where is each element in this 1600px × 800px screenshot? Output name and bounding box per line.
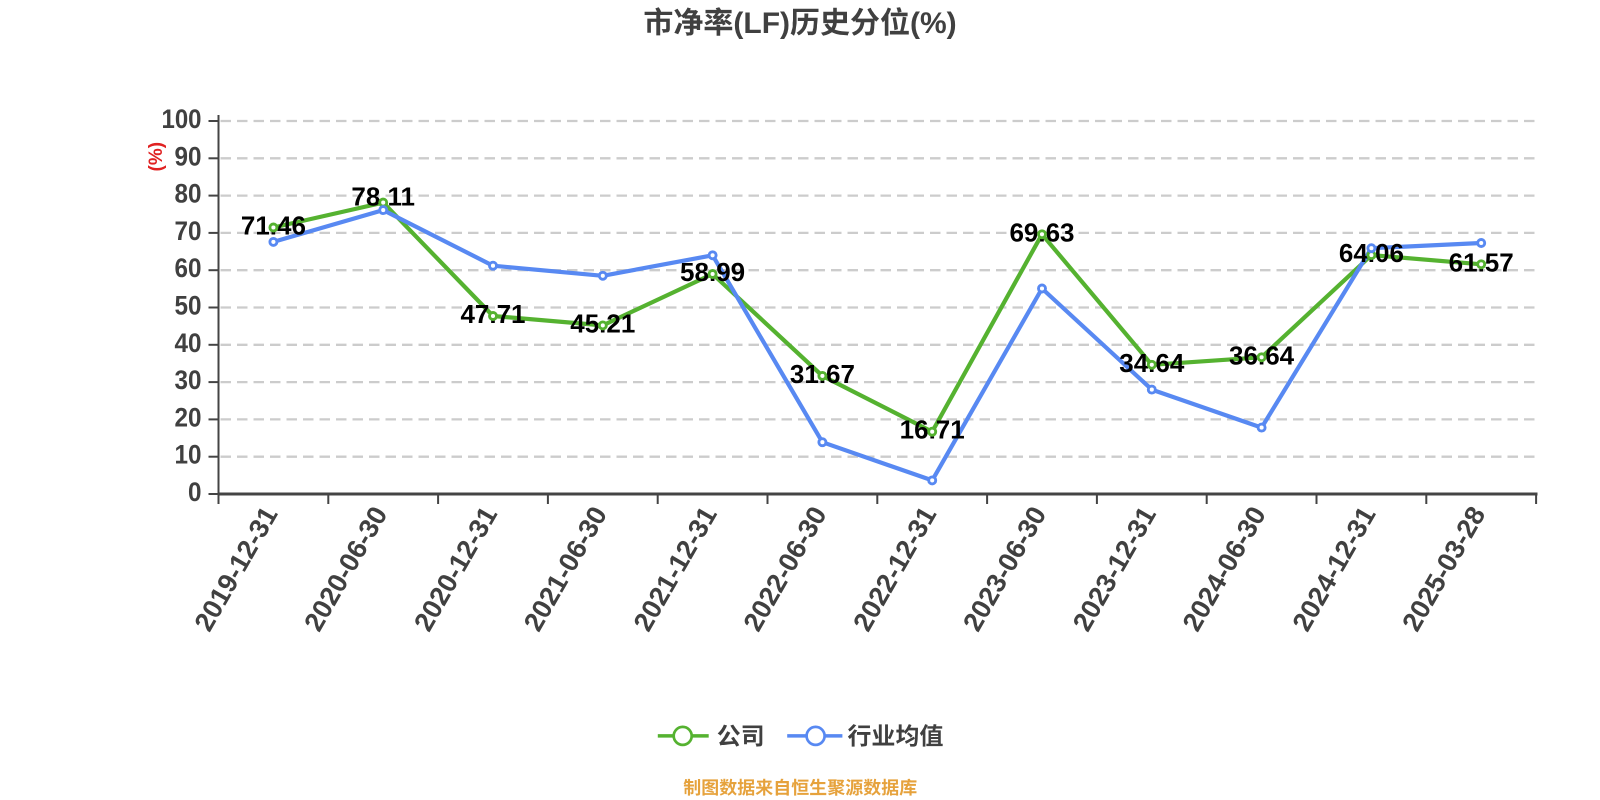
svg-text:(%): (%) — [146, 142, 167, 172]
svg-text:70: 70 — [175, 216, 202, 246]
svg-text:0: 0 — [188, 477, 202, 507]
svg-text:90: 90 — [175, 141, 202, 171]
svg-text:30: 30 — [175, 365, 202, 395]
svg-text:80: 80 — [175, 179, 202, 209]
svg-text:20: 20 — [175, 402, 202, 432]
svg-text:100: 100 — [162, 104, 202, 134]
svg-text:60: 60 — [175, 253, 202, 283]
svg-text:(LF): (LF) — [733, 7, 790, 40]
svg-text:50: 50 — [175, 291, 202, 321]
svg-text:(%): (%) — [910, 7, 957, 40]
svg-text:40: 40 — [175, 328, 202, 358]
svg-text:10: 10 — [175, 440, 202, 470]
